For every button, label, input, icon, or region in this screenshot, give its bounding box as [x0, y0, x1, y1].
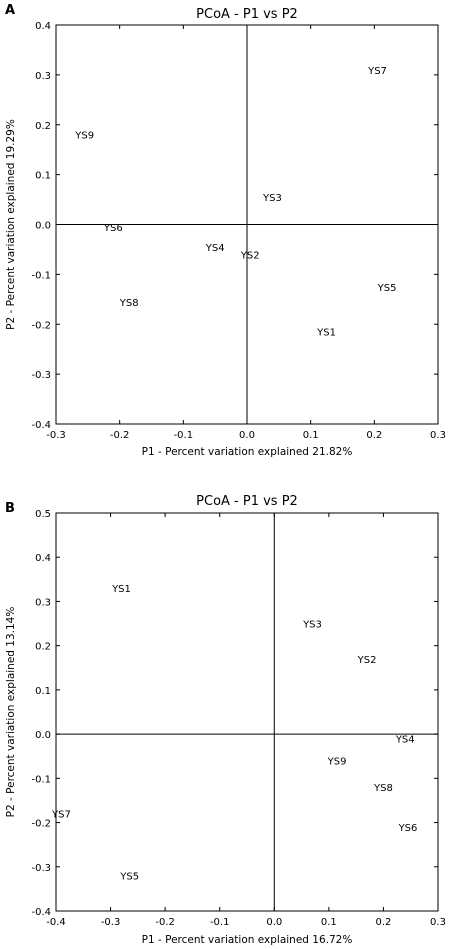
- chart2-y-tick-label: 0.4: [35, 553, 51, 564]
- chart2-y-tick-label: 0.3: [35, 597, 51, 608]
- chart1-point-ys6: YS6: [103, 223, 123, 234]
- chart1-x-tick-label: -0.3: [46, 430, 66, 441]
- chart1-point-ys2: YS2: [240, 250, 260, 261]
- chart2-x-tick-label: 0.3: [430, 917, 446, 928]
- chart2-point-ys1: YS1: [111, 584, 131, 595]
- chart1-y-tick-label: -0.3: [31, 370, 51, 381]
- chart2-point-ys3: YS3: [302, 620, 322, 631]
- chart1-title: PCoA - P1 vs P2: [196, 7, 298, 22]
- chart1-point-ys4: YS4: [205, 243, 225, 254]
- chart1-y-tick-label: -0.2: [31, 320, 51, 331]
- chart1-x-tick-label: -0.1: [174, 430, 194, 441]
- chart2-x-axis-label: P1 - Percent variation explained 16.72%: [142, 934, 353, 946]
- chart1-point-ys9: YS9: [74, 131, 94, 142]
- chart1-y-tick-label: 0.0: [35, 221, 51, 232]
- chart2-point-ys5: YS5: [119, 872, 139, 883]
- chart2-y-tick-label: 0.1: [35, 686, 51, 697]
- chart1-point-ys8: YS8: [119, 298, 139, 309]
- chart1-panel-label: A: [5, 3, 15, 18]
- chart1-x-tick-label: 0.3: [430, 430, 446, 441]
- chart2-x-tick-label: -0.3: [101, 917, 121, 928]
- chart2-point-ys8: YS8: [373, 783, 393, 794]
- chart2-x-tick-label: 0.1: [321, 917, 337, 928]
- chart2-point-ys6: YS6: [398, 823, 418, 834]
- chart2-y-tick-label: -0.4: [31, 907, 51, 918]
- chart1-x-axis-label: P1 - Percent variation explained 21.82%: [142, 446, 353, 458]
- chart1-x-tick-label: 0.2: [366, 430, 382, 441]
- chart2-y-tick-label: -0.3: [31, 863, 51, 874]
- chart2-plot-frame: [55, 512, 439, 912]
- chart1-x-tick-label: 0.1: [303, 430, 319, 441]
- chart2-point-ys9: YS9: [327, 757, 347, 768]
- chart2-y-tick-label: 0.2: [35, 642, 51, 653]
- chart1-point-ys7: YS7: [367, 66, 387, 77]
- chart2-y-tick-label: 0.5: [35, 509, 51, 520]
- chart1-y-axis-label: P2 - Percent variation explained 19.29%: [5, 119, 17, 330]
- chart2-point-ys4: YS4: [395, 735, 415, 746]
- chart2-y-axis-label: P2 - Percent variation explained 13.14%: [5, 607, 17, 818]
- chart2-point-ys2: YS2: [357, 655, 377, 666]
- chart2-x-tick-label: 0.0: [266, 917, 282, 928]
- chart1-y-tick-label: 0.4: [35, 21, 51, 32]
- chart2-point-ys7: YS7: [51, 810, 71, 821]
- chart2-x-tick-label: 0.2: [375, 917, 391, 928]
- chart2-x-tick-label: -0.1: [210, 917, 230, 928]
- chart1-y-tick-label: -0.4: [31, 420, 51, 431]
- chart2-y-tick-label: 0.0: [35, 730, 51, 741]
- chart2-y-tick-label: -0.2: [31, 819, 51, 830]
- chart1-y-tick-label: 0.3: [35, 71, 51, 82]
- chart1-x-tick-label: 0.0: [239, 430, 255, 441]
- chart1-point-ys1: YS1: [316, 328, 336, 339]
- chart1-x-tick-label: -0.2: [110, 430, 130, 441]
- chart1-y-tick-label: -0.1: [31, 270, 51, 281]
- chart1-point-ys3: YS3: [262, 193, 282, 204]
- chart1-y-tick-label: 0.2: [35, 121, 51, 132]
- chart2-panel-label: B: [5, 501, 15, 516]
- chart2-x-tick-label: -0.2: [155, 917, 175, 928]
- chart1-point-ys5: YS5: [377, 283, 397, 294]
- chart2-title: PCoA - P1 vs P2: [196, 494, 298, 509]
- chart1-y-tick-label: 0.1: [35, 171, 51, 182]
- chart2-x-tick-label: -0.4: [46, 917, 66, 928]
- chart2-y-tick-label: -0.1: [31, 774, 51, 785]
